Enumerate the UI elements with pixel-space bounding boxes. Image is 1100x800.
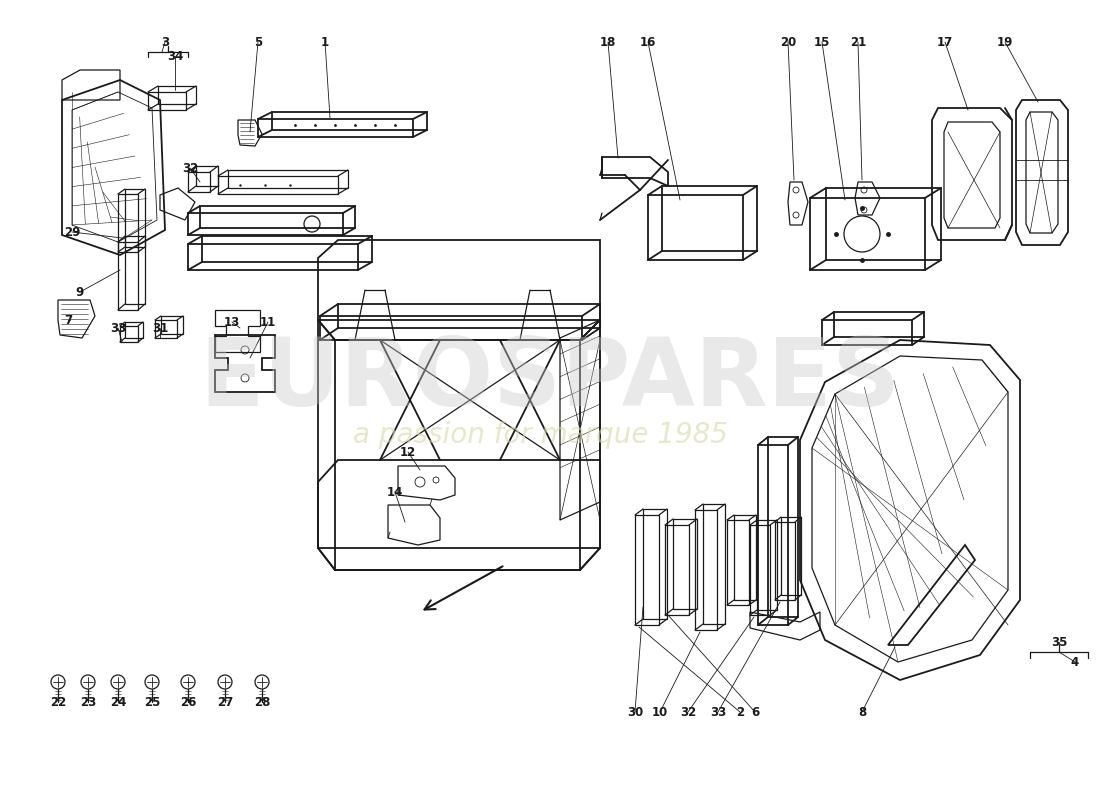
Text: 14: 14 — [387, 486, 404, 498]
Text: 33: 33 — [110, 322, 126, 334]
Text: 6: 6 — [751, 706, 759, 718]
Text: 24: 24 — [110, 695, 126, 709]
Text: 34: 34 — [167, 50, 184, 62]
Text: 19: 19 — [997, 35, 1013, 49]
Text: 18: 18 — [600, 35, 616, 49]
Text: 28: 28 — [254, 695, 271, 709]
Text: 13: 13 — [224, 315, 240, 329]
Text: 1: 1 — [321, 35, 329, 49]
Text: 3: 3 — [161, 35, 169, 49]
Text: EUROSPARES: EUROSPARES — [199, 334, 901, 426]
Text: 23: 23 — [80, 695, 96, 709]
Text: 2: 2 — [736, 706, 744, 718]
Text: 10: 10 — [652, 706, 668, 718]
Text: 29: 29 — [64, 226, 80, 238]
Text: 15: 15 — [814, 35, 830, 49]
Text: 32: 32 — [182, 162, 198, 174]
Text: 30: 30 — [627, 706, 644, 718]
Text: 9: 9 — [76, 286, 84, 298]
Text: 31: 31 — [152, 322, 168, 334]
Text: 11: 11 — [260, 315, 276, 329]
Text: 5: 5 — [254, 35, 262, 49]
Text: 33: 33 — [710, 706, 726, 718]
Text: 35: 35 — [1050, 635, 1067, 649]
Text: 32: 32 — [680, 706, 696, 718]
Text: 16: 16 — [640, 35, 657, 49]
Text: 20: 20 — [780, 35, 796, 49]
Text: 8: 8 — [858, 706, 866, 718]
Text: 7: 7 — [64, 314, 73, 326]
Text: 27: 27 — [217, 695, 233, 709]
Text: 26: 26 — [179, 695, 196, 709]
Text: 25: 25 — [144, 695, 161, 709]
Text: 4: 4 — [1071, 655, 1079, 669]
Text: 22: 22 — [50, 695, 66, 709]
Text: 17: 17 — [937, 35, 953, 49]
Text: 12: 12 — [400, 446, 416, 458]
Text: 21: 21 — [850, 35, 866, 49]
Text: a passion for marque 1985: a passion for marque 1985 — [353, 421, 727, 449]
